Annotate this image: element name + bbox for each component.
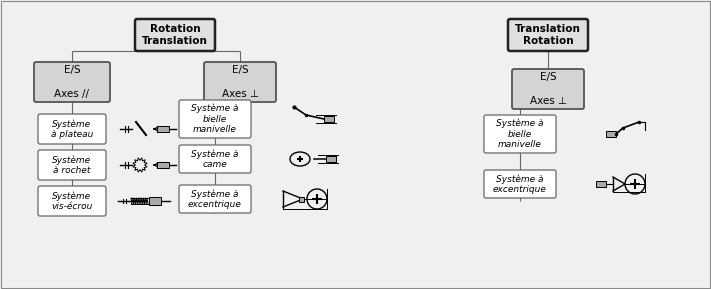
FancyBboxPatch shape [204, 62, 276, 102]
Text: Système
à plateau: Système à plateau [50, 119, 93, 139]
Text: Système
vis-écrou: Système vis-écrou [51, 191, 92, 211]
FancyBboxPatch shape [484, 115, 556, 153]
Text: E/S

Axes ⊥: E/S Axes ⊥ [222, 65, 259, 99]
FancyBboxPatch shape [38, 114, 106, 144]
Bar [299, 197, 304, 201]
Text: E/S

Axes //: E/S Axes // [55, 65, 90, 99]
Text: Système
à rochet: Système à rochet [53, 155, 92, 175]
Text: Rotation
Translation: Rotation Translation [142, 24, 208, 46]
Bar [157, 126, 169, 132]
Bar [324, 116, 334, 122]
FancyBboxPatch shape [484, 170, 556, 198]
Bar [326, 156, 336, 162]
Text: Système à
excentrique: Système à excentrique [188, 189, 242, 209]
Bar [596, 181, 606, 187]
FancyBboxPatch shape [135, 19, 215, 51]
FancyBboxPatch shape [38, 150, 106, 180]
Text: Système à
bielle
manivelle: Système à bielle manivelle [191, 104, 239, 134]
FancyBboxPatch shape [179, 185, 251, 213]
FancyBboxPatch shape [512, 69, 584, 109]
FancyBboxPatch shape [34, 62, 110, 102]
Text: E/S

Axes ⊥: E/S Axes ⊥ [530, 73, 567, 105]
FancyBboxPatch shape [38, 186, 106, 216]
Bar [157, 162, 169, 168]
Text: Système à
came: Système à came [191, 149, 239, 169]
Bar [606, 131, 616, 137]
Text: Système à
excentrique: Système à excentrique [493, 174, 547, 194]
Text: Translation
Rotation: Translation Rotation [515, 24, 581, 46]
FancyBboxPatch shape [508, 19, 588, 51]
Text: Système à
bielle
manivelle: Système à bielle manivelle [496, 119, 544, 149]
FancyBboxPatch shape [179, 100, 251, 138]
FancyBboxPatch shape [179, 145, 251, 173]
Bar [149, 197, 161, 205]
